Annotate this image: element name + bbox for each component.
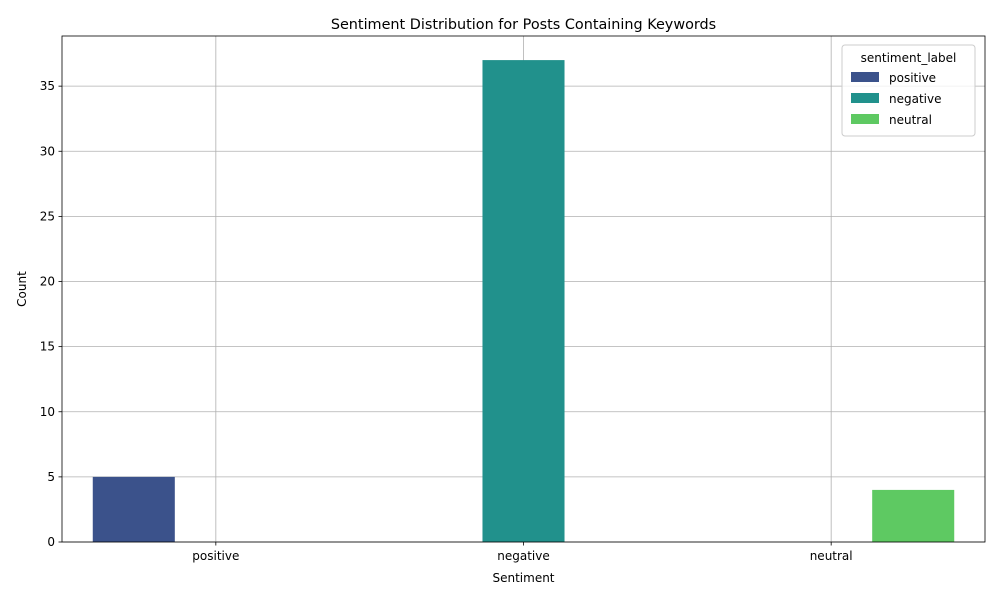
y-tick-label: 20 [40,275,55,289]
y-tick-label: 15 [40,340,55,354]
bar-negative-negative [482,60,565,542]
y-axis-label: Count [15,271,29,307]
y-ticks: 0 5 10 15 20 25 30 35 [40,79,62,549]
x-tick-label: positive [192,549,239,563]
chart-title: Sentiment Distribution for Posts Contain… [331,17,716,33]
bars [92,60,955,542]
y-tick-label: 5 [47,470,55,484]
legend-swatch-negative [851,93,879,103]
y-tick-label: 30 [40,144,55,158]
legend-label-neutral: neutral [889,113,932,127]
legend-swatch-neutral [851,114,879,124]
y-tick-label: 35 [40,79,55,93]
bar-neutral-neutral [872,489,955,542]
x-tick-label: neutral [810,549,853,563]
legend-title: sentiment_label [861,51,957,65]
legend-swatch-positive [851,72,879,82]
y-tick-label: 10 [40,405,55,419]
y-tick-label: 0 [47,535,55,549]
x-ticks: positive negative neutral [192,542,853,563]
x-tick-label: negative [497,549,549,563]
x-axis-label: Sentiment [492,571,554,585]
legend-items: positive negative neutral [851,71,941,127]
legend-label-negative: negative [889,92,941,106]
bar-positive-positive [92,476,175,542]
legend: sentiment_label positive negative neutral [841,44,976,137]
legend-box [841,44,976,137]
legend-label-positive: positive [889,71,936,85]
y-tick-label: 25 [40,209,55,223]
